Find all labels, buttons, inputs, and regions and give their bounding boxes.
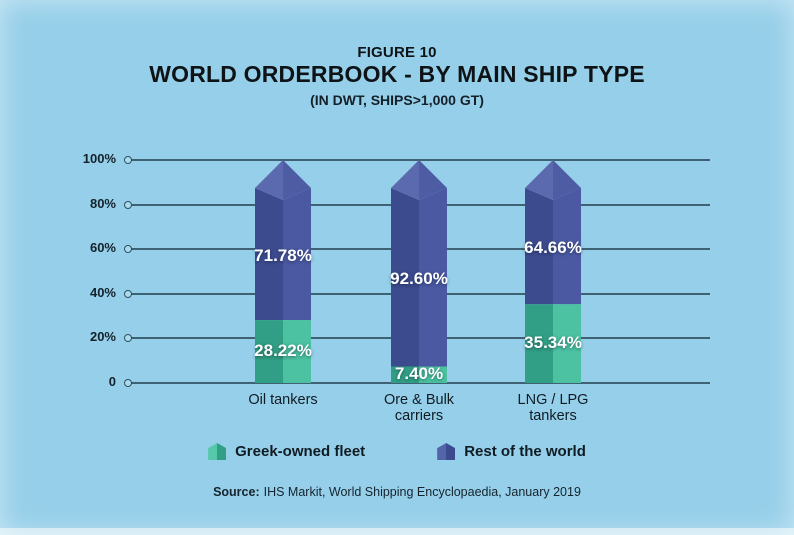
- source-text: IHS Markit, World Shipping Encyclopaedia…: [263, 485, 581, 499]
- grid-line: [131, 382, 710, 384]
- bar-face-greek-left: [255, 320, 283, 383]
- x-axis-category-label: LNG / LPG tankers: [517, 392, 589, 424]
- value-label-greek: 7.40%: [394, 363, 444, 383]
- bottom-edge-strip: [0, 528, 794, 535]
- bar-face-greek-left: [525, 304, 553, 383]
- figure-label: FIGURE 10: [357, 44, 437, 61]
- y-axis-tick-label: 0: [108, 374, 116, 389]
- bar-cap-left: [525, 160, 553, 200]
- grid-line-dot: [124, 334, 132, 343]
- grid-line-dot: [124, 245, 132, 254]
- bar-face-world-right: [283, 188, 311, 321]
- grid-line-dot: [124, 200, 132, 209]
- bar-cap-left: [255, 160, 283, 200]
- legend-swatch-icon: [208, 443, 227, 460]
- y-axis-tick-label: 100%: [82, 151, 116, 166]
- bar-face-world-left: [391, 188, 419, 367]
- y-axis-tick-label: 80%: [89, 195, 116, 211]
- bar-face-world-left: [525, 188, 553, 305]
- bar-face-world-left: [255, 188, 283, 321]
- x-axis-category-label: Oil tankers: [248, 392, 318, 408]
- y-axis-tick-label: 40%: [89, 284, 116, 300]
- grid-line-dot: [124, 379, 132, 387]
- bar-face-world-right: [419, 188, 447, 367]
- y-axis-tick-label: 60%: [89, 240, 116, 256]
- stacked-bar: [525, 160, 581, 383]
- bar-face-greek-right: [553, 304, 581, 383]
- bar-cap-left: [391, 160, 419, 200]
- y-axis-tick-label: 20%: [89, 329, 116, 345]
- legend-swatch-icon: [437, 443, 456, 460]
- value-label-greek: 28.22%: [254, 340, 312, 360]
- chart-title: WORLD ORDERBOOK - BY MAIN SHIP TYPE: [149, 61, 645, 87]
- legend-label: Greek-owned fleet: [235, 443, 366, 460]
- value-label-world: 71.78%: [254, 246, 312, 266]
- bar-cap-right: [283, 160, 311, 200]
- bar-face-world-right: [553, 188, 581, 305]
- legend: Greek-owned fleet Rest of the world: [0, 443, 794, 460]
- value-label-world: 64.66%: [524, 238, 582, 258]
- stacked-bar: [255, 160, 311, 383]
- legend-label: Rest of the world: [464, 443, 586, 460]
- bar-cap-right: [419, 160, 447, 200]
- x-axis-category-label: Ore & Bulk carriers: [383, 392, 455, 424]
- bar-face-greek-right: [419, 366, 447, 383]
- value-label-greek: 35.34%: [524, 332, 582, 352]
- legend-item: Greek-owned fleet: [208, 443, 365, 460]
- grid-line: [131, 159, 710, 161]
- legend-item: Rest of the world: [437, 443, 586, 460]
- bar-face-greek-right: [283, 320, 311, 383]
- stacked-bar: [391, 160, 447, 383]
- value-label-world: 92.60%: [390, 269, 448, 289]
- source-prefix: Source:: [213, 485, 260, 499]
- grid-line-dot: [124, 289, 132, 298]
- bar-face-greek-left: [391, 366, 419, 383]
- source-note: Source: IHS Markit, World Shipping Encycl…: [0, 485, 794, 499]
- chart-subtitle: (IN DWT, SHIPS>1,000 GT): [310, 92, 484, 108]
- grid-line-dot: [124, 156, 132, 164]
- bar-cap-right: [553, 160, 581, 200]
